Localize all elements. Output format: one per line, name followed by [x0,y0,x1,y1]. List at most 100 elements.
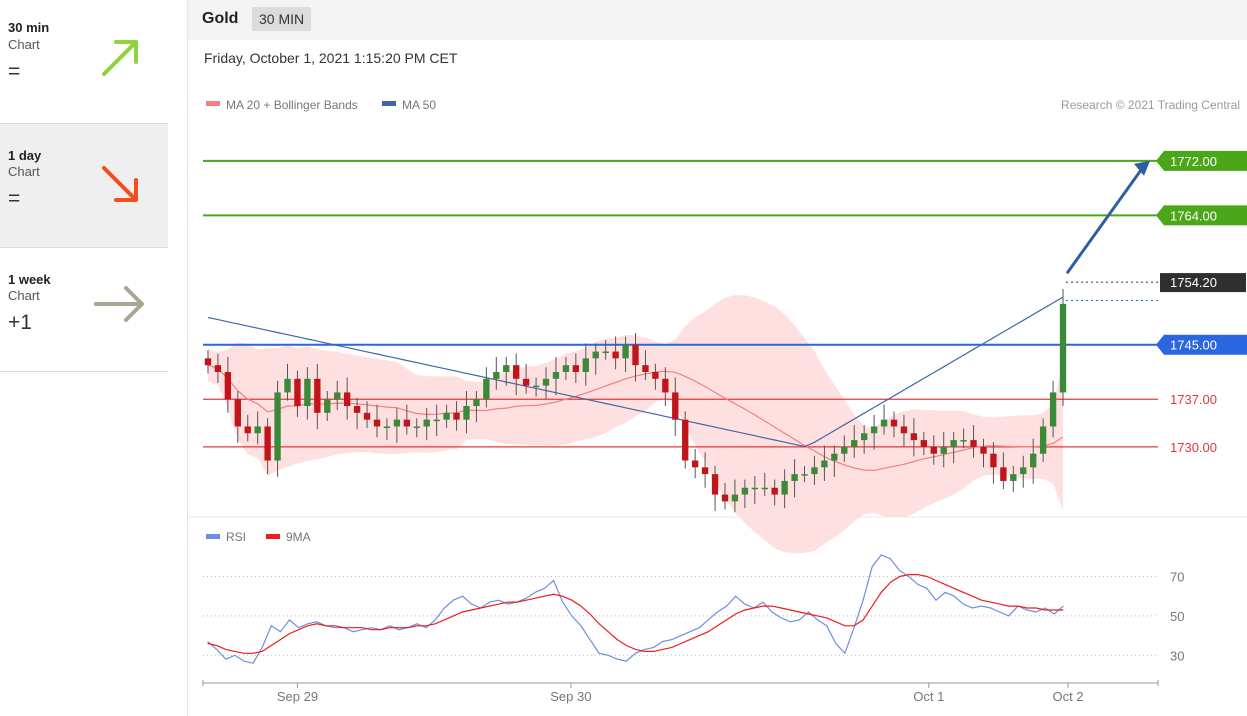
candle-body [1010,474,1017,481]
rsi-legend-swatch [266,534,280,539]
candle-body [831,453,838,461]
candle-body [393,419,401,427]
level-tag [1156,205,1247,226]
candle-body [731,494,739,502]
candle-body [741,487,749,495]
candle-body [1030,453,1037,468]
candle-body [880,419,888,427]
candle-body [761,487,768,490]
candle-body [612,351,619,359]
candle-body [314,378,321,413]
candle-body [721,494,729,502]
candle-body [572,365,580,372]
candle-body [642,365,649,372]
candle-body [403,419,411,427]
candle-body [691,460,699,468]
candle-body [274,392,281,461]
timeframe-1week-item[interactable]: 1 week Chart +1 [0,248,168,372]
candle-body [791,474,798,481]
bollinger-band [208,295,1063,554]
arrow-up-right-icon [102,40,138,76]
candle-body [363,412,371,420]
candle-body [254,426,261,434]
ma50-line [207,296,1064,448]
candle-body [453,412,460,420]
candle-body [751,487,758,490]
legend-swatch [382,101,396,106]
level-label: 1764.00 [1170,208,1217,223]
timeframe-title: 1 week [8,272,51,287]
candle-body [552,371,560,379]
chart-svg: MA 20 + Bollinger Bands MA 50 Research © 2… [188,98,1247,704]
candle-body [592,351,599,359]
candle-body [582,358,589,372]
level-tag [1156,334,1247,355]
rsi-tick-label: 30 [1170,648,1184,663]
candle-body [294,378,301,407]
candle-body [562,365,570,372]
candle-body [413,426,420,428]
candle-body [960,440,967,442]
x-tick-label: Oct 1 [913,689,944,704]
candle-body [513,365,520,379]
candle-body [940,446,947,454]
x-tick-label: Sep 30 [550,689,591,704]
rsi-tick-label: 50 [1170,609,1184,624]
candle-body [343,392,351,407]
candle-body [1059,303,1067,393]
candle-body [473,399,480,407]
candle-body [214,365,222,372]
candle-body [652,371,659,379]
rsi-ma-line [207,574,1064,654]
level-tag [1160,273,1246,293]
candle-body [224,371,232,400]
timeframe-30min-item[interactable]: 30 min Chart = [0,0,168,124]
candle-body [503,365,510,372]
candle-body [1039,426,1047,454]
candle-body [920,440,928,447]
level-label: 1737.00 [1170,392,1217,407]
candle-body [324,399,331,413]
level-label: 1772.00 [1170,154,1217,169]
rsi-legend-label: RSI [226,530,246,544]
candle-body [672,392,679,420]
candle-body [851,440,858,447]
chart-timestamp: Friday, October 1, 2021 1:15:20 PM CET [204,50,458,66]
candle-body [443,412,450,420]
candle-body [542,378,550,386]
level-label: 1754.20 [1170,275,1217,290]
rsi-tick-label: 70 [1170,570,1184,585]
chart-header: Gold 30 MIN [188,0,1247,40]
candle-body [781,480,788,495]
timeframe-badge[interactable]: 30 MIN [252,7,312,31]
candle-body [244,426,251,434]
rsi-line [207,554,1064,664]
candle-body [890,419,898,427]
chart-panel: Gold 30 MIN Friday, October 1, 2021 1:15… [187,0,1247,716]
x-tick-label: Sep 29 [277,689,318,704]
x-tick-label: Oct 2 [1052,689,1083,704]
candle-body [811,467,818,475]
timeframe-title: 30 min [8,20,50,35]
candle-body [334,392,341,400]
candle-body [1020,467,1027,475]
level-label: 1730.00 [1170,440,1217,455]
candle-body [602,351,609,354]
legend-swatch [206,101,220,106]
legend-label: MA 20 + Bollinger Bands [226,98,358,112]
timeframe-sidebar: 30 min Chart = 1 day Chart = 1 week Char… [0,0,168,375]
candle-body [870,426,878,434]
timeframe-1day-item[interactable]: 1 day Chart = [0,124,168,248]
rsi-legend-label: 9MA [286,530,311,544]
candle-body [264,426,271,461]
candle-body [493,371,500,379]
timeframe-score: = [8,187,21,210]
level-label: 1745.00 [1170,338,1217,353]
candle-body [383,426,391,428]
legend-label: MA 50 [402,98,436,112]
symbol-title: Gold [202,10,239,27]
level-tag [1156,150,1247,171]
candle-body [1049,392,1057,427]
timeframe-score: +1 [8,311,32,334]
candle-body [701,467,709,475]
